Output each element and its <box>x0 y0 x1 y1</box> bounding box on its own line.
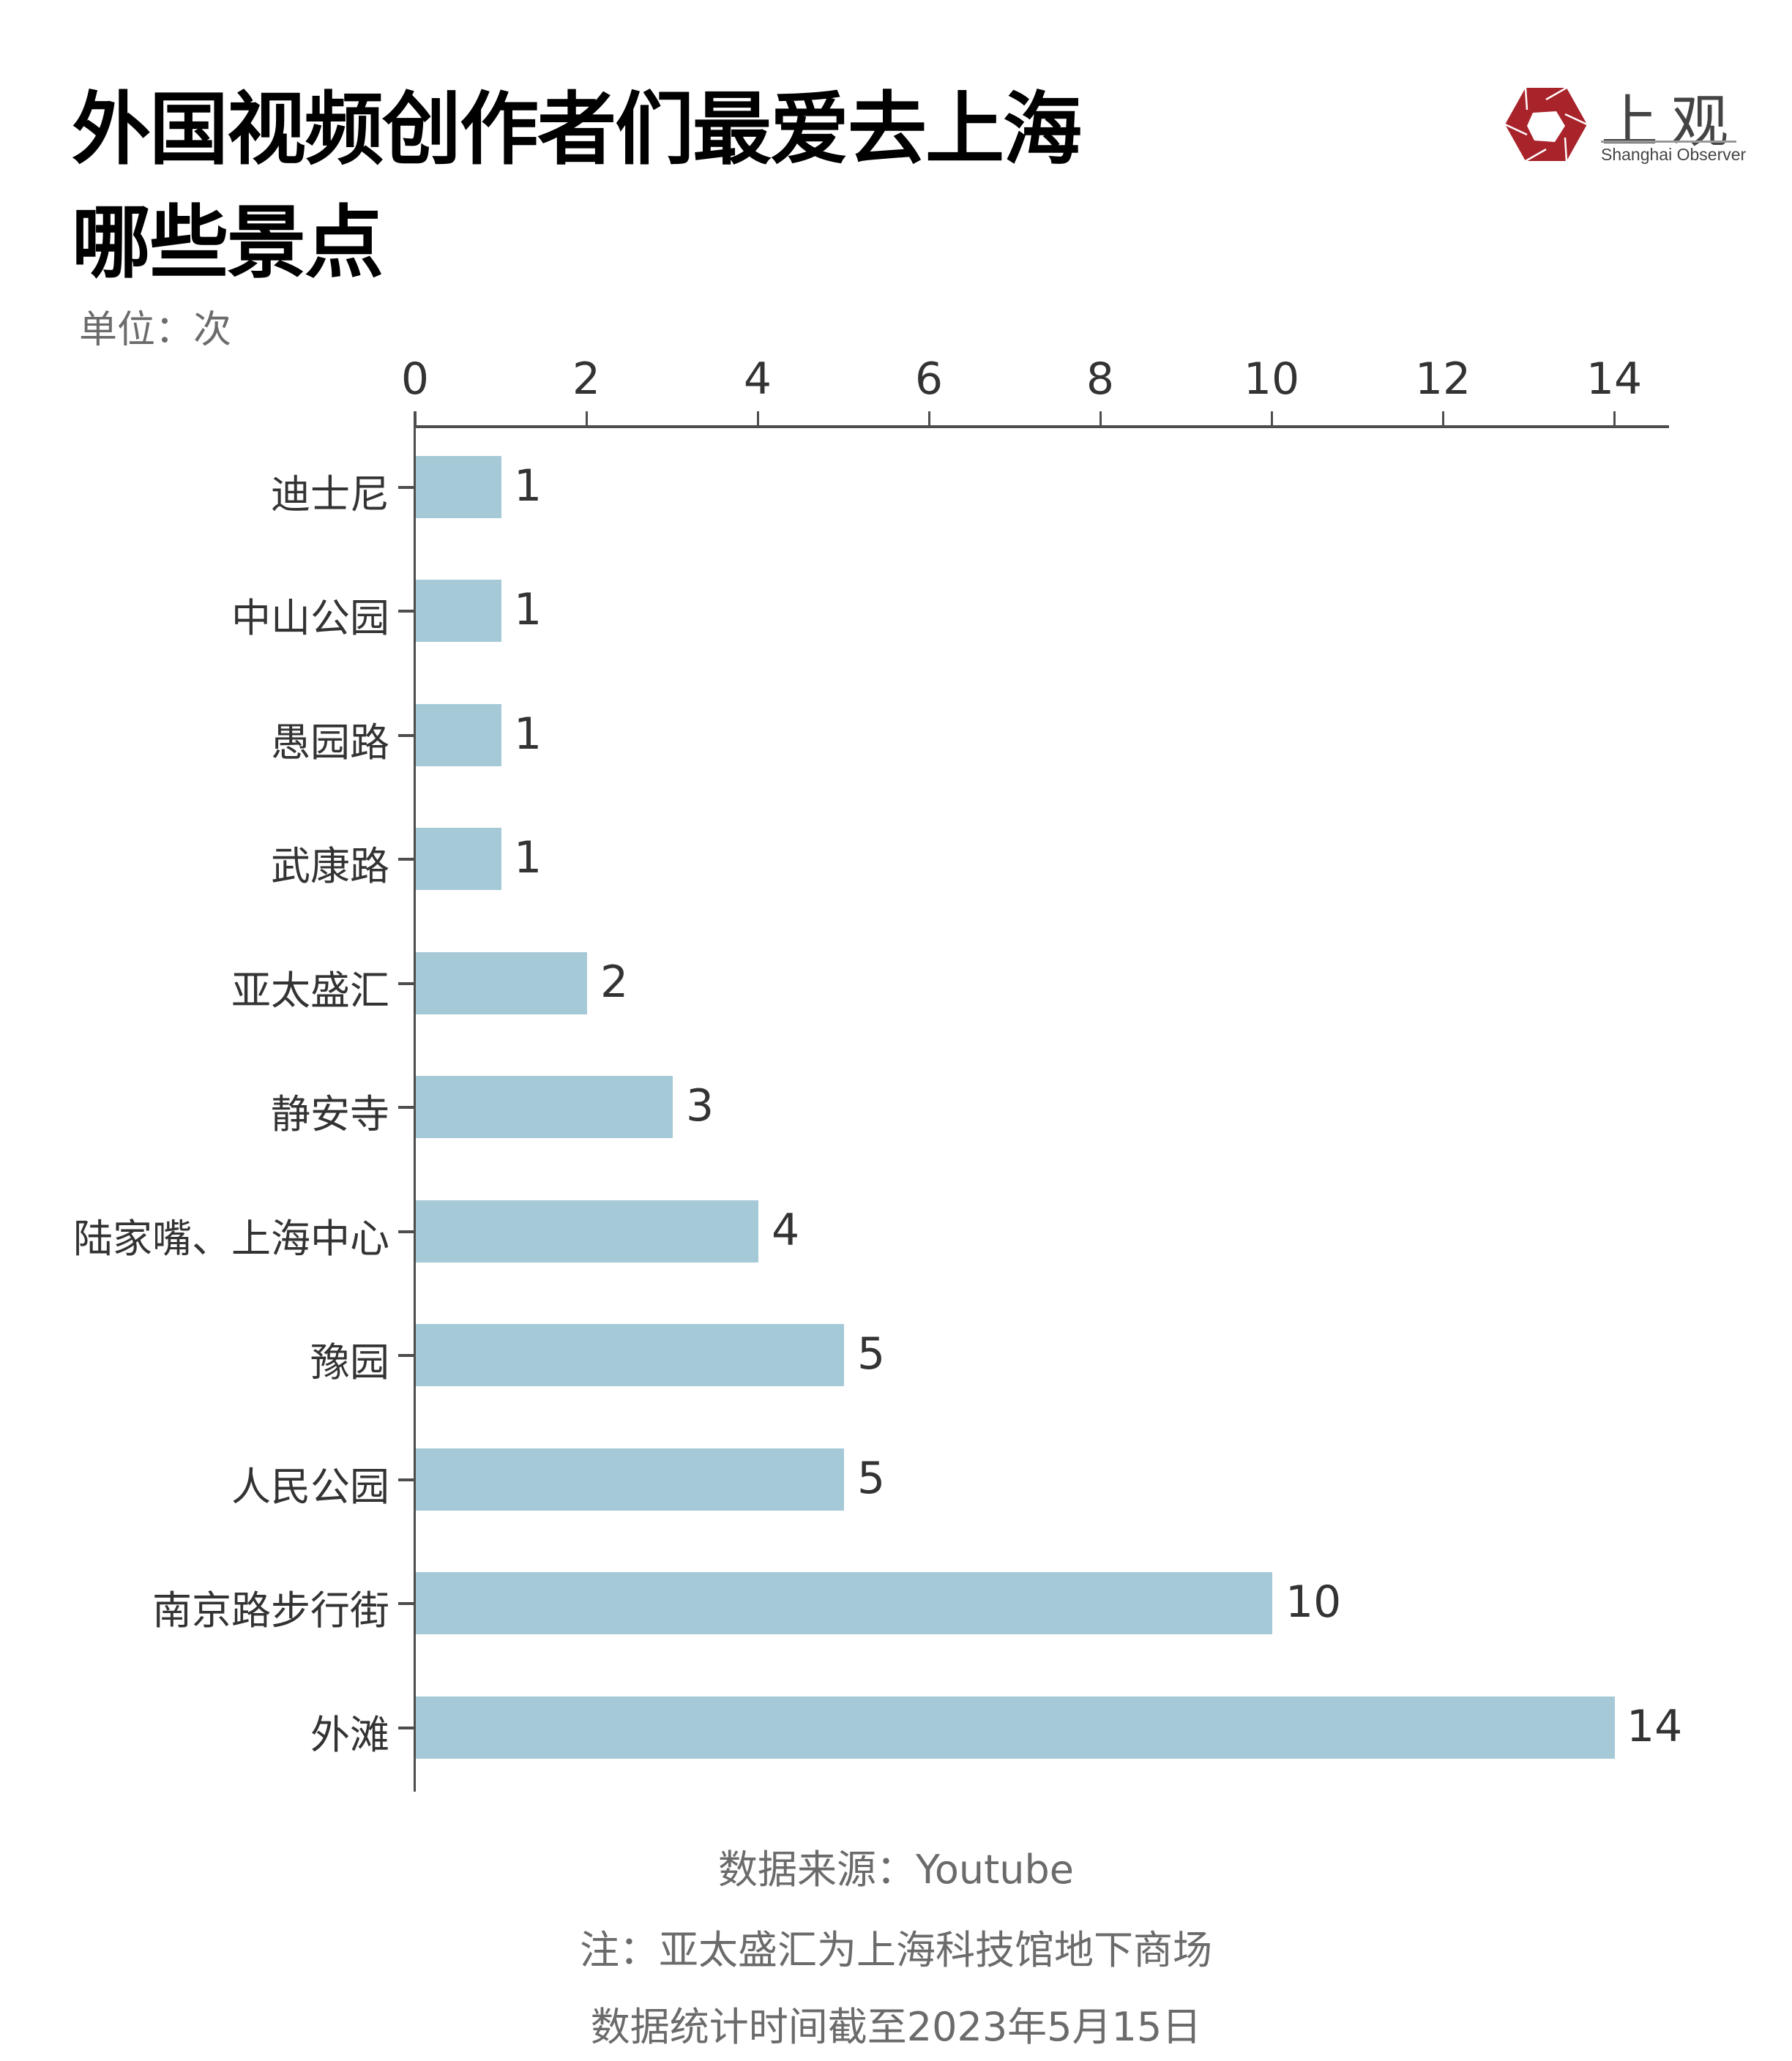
category-label: 人民公园 <box>231 1464 389 1510</box>
bar-row: 愚园路 1 <box>0 704 1792 766</box>
bar <box>416 1448 844 1511</box>
category-label: 豫园 <box>310 1339 389 1385</box>
bar-row: 人民公园 5 <box>0 1448 1792 1511</box>
x-tick <box>1613 411 1616 426</box>
x-tick-label: 10 <box>1243 354 1300 405</box>
y-tick <box>398 610 414 613</box>
bar-row: 静安寺 3 <box>0 1076 1792 1138</box>
x-tick <box>1100 411 1102 426</box>
bar <box>416 1324 844 1386</box>
source-note: 数据来源：Youtube <box>718 1847 1074 1893</box>
x-tick <box>928 411 930 426</box>
bar <box>416 1697 1615 1759</box>
y-tick <box>398 858 414 861</box>
category-label: 静安寺 <box>271 1091 389 1137</box>
category-label: 迪士尼 <box>271 471 389 517</box>
y-tick <box>398 1354 414 1357</box>
category-label: 亚太盛汇 <box>231 968 389 1014</box>
category-label: 外滩 <box>310 1712 389 1758</box>
x-tick-label: 14 <box>1586 354 1643 405</box>
bar <box>416 456 501 518</box>
bar-row: 南京路步行街 10 <box>0 1572 1792 1634</box>
x-tick-label: 0 <box>400 354 430 405</box>
category-label: 武康路 <box>271 843 389 889</box>
bar-row: 中山公园 1 <box>0 580 1792 642</box>
shanghai-observer-logo: 上观 Shanghai Observer <box>1502 82 1766 170</box>
x-tick <box>586 411 588 426</box>
hexagon-shutter-icon <box>1504 86 1588 162</box>
value-label: 2 <box>600 957 629 1008</box>
bar <box>416 1076 673 1138</box>
value-label: 10 <box>1285 1576 1342 1628</box>
y-tick <box>398 1106 414 1109</box>
value-label: 4 <box>772 1205 800 1256</box>
bar <box>416 1572 1272 1634</box>
x-axis-line <box>414 425 1669 428</box>
x-tick-label: 4 <box>743 354 772 405</box>
value-label: 1 <box>514 832 542 883</box>
category-label: 愚园路 <box>271 719 389 766</box>
y-tick <box>398 1230 414 1233</box>
bar-row: 迪士尼 1 <box>0 456 1792 518</box>
title-line-1: 外国视频创作者们最爱去上海 <box>72 84 1082 176</box>
bar <box>416 704 501 766</box>
x-tick-label: 12 <box>1414 354 1471 405</box>
x-tick-label: 8 <box>1086 354 1115 405</box>
category-label: 陆家嘴、上海中心 <box>73 1216 389 1262</box>
bar-row: 武康路 1 <box>0 828 1792 890</box>
x-tick <box>1442 411 1444 426</box>
y-tick <box>398 1602 414 1605</box>
bar <box>416 828 501 890</box>
x-tick-label: 2 <box>572 354 601 405</box>
category-label: 南京路步行街 <box>152 1587 389 1634</box>
bar-row: 外滩 14 <box>0 1697 1792 1759</box>
y-axis-line <box>414 411 416 1792</box>
y-tick <box>398 1727 414 1729</box>
value-label: 1 <box>514 708 542 760</box>
logo-divider <box>1601 141 1736 143</box>
footnote: 注：亚太盛汇为上海科技馆地下商场 <box>580 1927 1212 1973</box>
category-label: 中山公园 <box>231 595 389 641</box>
chart-title: 外国视频创作者们最爱去上海 哪些景点 <box>72 73 1170 300</box>
value-label: 1 <box>514 584 542 635</box>
y-tick <box>398 734 414 737</box>
value-label: 5 <box>857 1453 886 1504</box>
bar-row: 豫园 5 <box>0 1324 1792 1386</box>
value-label: 1 <box>514 460 542 512</box>
y-tick <box>398 982 414 985</box>
logo-name-cn: 上观 <box>1601 89 1742 155</box>
bar <box>416 580 501 642</box>
bar-row: 陆家嘴、上海中心 4 <box>0 1200 1792 1263</box>
y-tick <box>398 486 414 489</box>
value-label: 5 <box>857 1328 886 1380</box>
date-note: 数据统计时间截至2023年5月15日 <box>590 2004 1202 2050</box>
x-tick <box>757 411 759 426</box>
title-line-2: 哪些景点 <box>72 198 384 289</box>
value-label: 14 <box>1627 1701 1683 1752</box>
unit-label: 单位：次 <box>79 308 232 352</box>
bar-row: 亚太盛汇 2 <box>0 952 1792 1014</box>
logo-name-en: Shanghai Observer <box>1601 145 1747 164</box>
y-tick <box>398 1478 414 1481</box>
bar <box>416 1200 758 1263</box>
x-tick-label: 6 <box>914 354 944 405</box>
value-label: 3 <box>686 1080 714 1132</box>
bar <box>416 952 587 1014</box>
x-tick <box>1271 411 1273 426</box>
